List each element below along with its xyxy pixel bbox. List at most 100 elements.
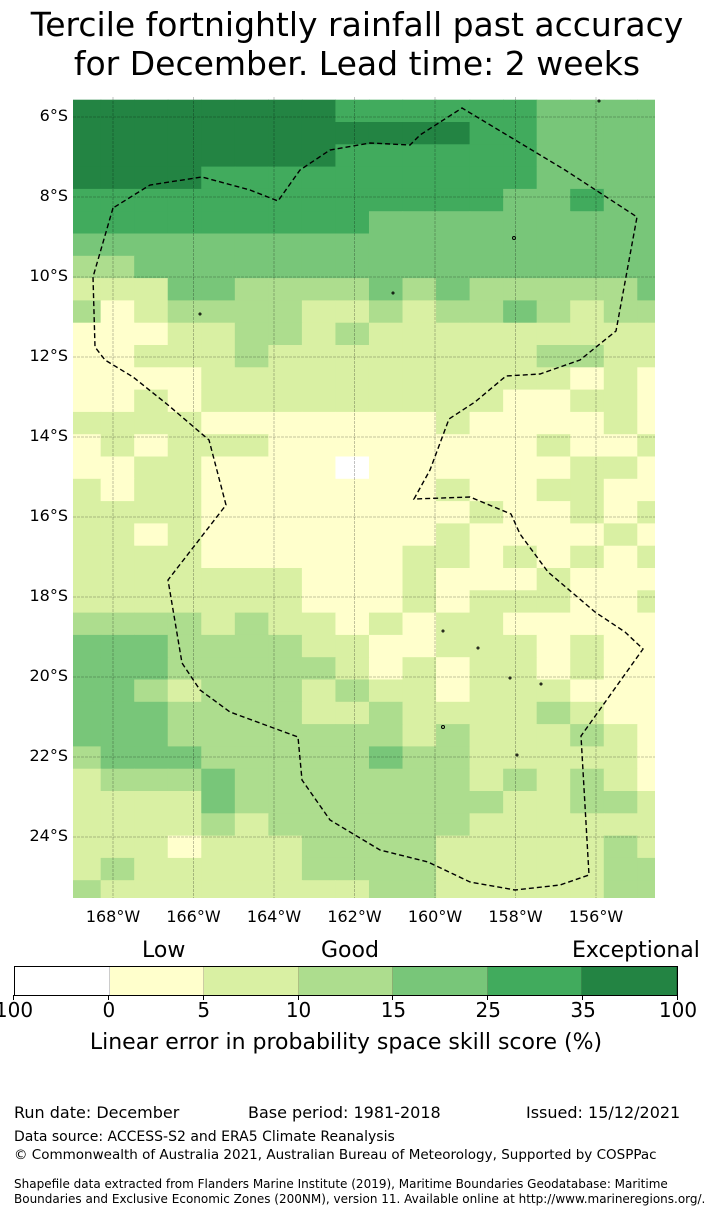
heatmap-cell: [503, 724, 538, 747]
heatmap-cell: [570, 545, 605, 569]
heatmap-cell: [368, 99, 404, 123]
heatmap-cell: [536, 233, 571, 257]
heatmap-cell: [100, 768, 135, 792]
heatmap-cell: [268, 768, 303, 792]
heatmap-cell: [201, 411, 236, 435]
heatmap-cell: [335, 612, 370, 636]
heatmap-cell: [73, 278, 102, 301]
heatmap-cell: [73, 188, 102, 212]
heatmap-cell: [134, 835, 169, 859]
heatmap-cell: [637, 768, 655, 792]
heatmap-cell: [201, 679, 236, 703]
heatmap-cell: [167, 880, 202, 898]
heatmap-cell: [637, 144, 655, 168]
heatmap-cell: [368, 367, 404, 391]
heatmap-cell: [167, 612, 202, 636]
heatmap-cell: [234, 345, 269, 368]
heatmap-cell: [100, 456, 135, 480]
heatmap-cell: [301, 768, 337, 792]
heatmap-cell: [536, 211, 571, 235]
heatmap-cell: [536, 389, 571, 413]
heatmap-cell: [134, 188, 169, 212]
heatmap-cell: [536, 545, 571, 569]
heatmap-cell: [503, 456, 538, 480]
heatmap-cell: [402, 612, 437, 636]
heatmap-cell: [335, 233, 370, 257]
heatmap-cell: [368, 701, 404, 725]
heatmap-cell: [134, 389, 169, 413]
heatmap-cell: [469, 701, 504, 725]
heatmap-cell: [603, 166, 638, 190]
heatmap-cell: [368, 545, 404, 569]
heatmap-cell: [469, 791, 504, 814]
heatmap-cell: [335, 278, 370, 301]
heatmap-cell: [100, 679, 135, 703]
heatmap-cell: [436, 813, 471, 837]
heatmap-cell: [368, 501, 404, 524]
heatmap-cell: [368, 813, 404, 837]
heatmap-cell: [100, 122, 135, 145]
heatmap-cell: [167, 568, 202, 591]
heatmap-cell: [167, 679, 202, 703]
heatmap-cell: [503, 211, 538, 235]
heatmap-cell: [167, 233, 202, 257]
heatmap-cell: [503, 300, 538, 324]
heatmap-cell: [603, 501, 638, 524]
heatmap-cell: [570, 300, 605, 324]
heatmap-cell: [469, 501, 504, 524]
heatmap-cell: [503, 835, 538, 859]
heatmap-cell: [100, 322, 135, 346]
heatmap-cell: [402, 322, 437, 346]
x-tick-label: 156°W: [568, 907, 624, 926]
islands: [198, 99, 601, 757]
heatmap-cell: [469, 880, 504, 898]
heatmap-cell: [402, 657, 437, 681]
heatmap-cell: [536, 255, 571, 279]
heatmap-cell: [603, 434, 638, 458]
heatmap-cell: [402, 791, 437, 814]
heatmap-cell: [402, 880, 437, 898]
heatmap-cell: [503, 434, 538, 458]
colorbar-tick-label: 25: [458, 995, 518, 1022]
heatmap-cell: [268, 278, 303, 301]
heatmap-cell: [402, 634, 437, 658]
heatmap-cell: [603, 545, 638, 569]
heatmap-cell: [436, 679, 471, 703]
x-tick-label: 164°W: [246, 907, 302, 926]
heatmap-cell: [402, 679, 437, 703]
heatmap-cell: [570, 99, 605, 123]
heatmap-cell: [536, 322, 571, 346]
heatmap-cell: [100, 880, 135, 898]
heatmap-cell: [268, 166, 303, 190]
heatmap-cell: [234, 545, 269, 569]
heatmap-cell: [469, 768, 504, 792]
heatmap-cell: [637, 300, 655, 324]
heatmap-cell: [268, 478, 303, 502]
y-tick-label: 16°S: [29, 506, 68, 525]
heatmap-cell: [100, 99, 135, 123]
heatmap-cell: [73, 657, 102, 681]
heatmap-cell: [100, 590, 135, 614]
colorbar-segment: [109, 967, 205, 995]
heatmap-cell: [436, 746, 471, 770]
heatmap-cell: [402, 568, 437, 591]
heatmap-cell: [570, 188, 605, 212]
heatmap-cell: [268, 791, 303, 814]
heatmap-cell: [201, 568, 236, 591]
heatmap-cell: [637, 701, 655, 725]
heatmap-cell: [503, 880, 538, 898]
heatmap-cell: [301, 188, 337, 212]
heatmap-cell: [402, 724, 437, 747]
heatmap-cell: [603, 880, 638, 898]
heatmap-cell: [469, 634, 504, 658]
heatmap-cell: [335, 122, 370, 145]
heatmap-cell: [268, 813, 303, 837]
heatmap-cell: [637, 278, 655, 301]
heatmap-cell: [402, 367, 437, 391]
heatmap-cell: [268, 434, 303, 458]
heatmap-cell: [503, 345, 538, 368]
heatmap-cell: [167, 144, 202, 168]
heatmap-cell: [73, 456, 102, 480]
heatmap-cell: [134, 746, 169, 770]
heatmap-cell: [335, 367, 370, 391]
